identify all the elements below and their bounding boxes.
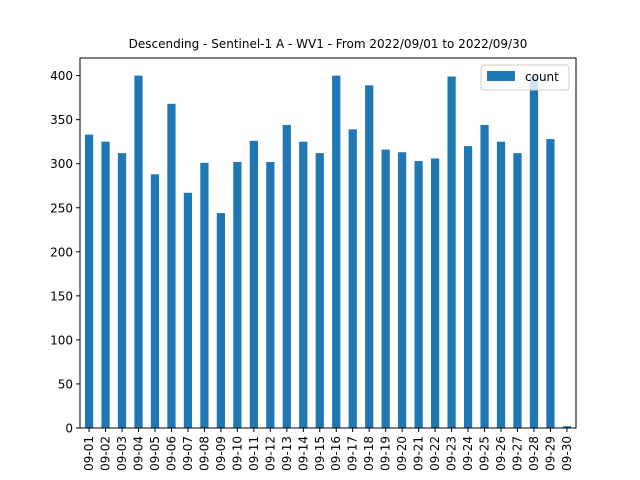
bar-09-01: [84, 134, 94, 428]
x-tick-label-09-14: 09-14: [296, 436, 310, 471]
x-tick-label-09-01: 09-01: [82, 436, 96, 471]
y-tick-label-350: 350: [50, 113, 73, 127]
y-tick-label-0: 0: [65, 422, 73, 436]
y-tick-label-250: 250: [50, 201, 73, 215]
x-tick-label-09-30: 09-30: [560, 436, 574, 471]
x-tick-label-09-15: 09-15: [313, 436, 327, 471]
x-tick-label-09-29: 09-29: [543, 436, 557, 471]
y-tick-label-150: 150: [50, 289, 73, 303]
bar-09-26: [496, 141, 506, 428]
x-tick-label-09-11: 09-11: [247, 436, 261, 471]
x-tick-label-09-25: 09-25: [478, 436, 492, 471]
y-tick-label-50: 50: [58, 377, 73, 391]
x-tick-label-09-24: 09-24: [461, 436, 475, 471]
x-axis: 09-01 09-02 09-03 09-04 09-05 09-06 09-07 09-08…: [82, 428, 574, 471]
x-tick-label-09-10: 09-10: [230, 436, 244, 471]
x-tick-label-09-21: 09-21: [412, 436, 426, 471]
bar-09-05: [150, 174, 160, 428]
x-tick-label-09-02: 09-02: [99, 436, 113, 471]
x-tick-label-09-13: 09-13: [280, 436, 294, 471]
bar-09-20: [398, 152, 407, 428]
bar-09-15: [315, 153, 324, 428]
x-tick-label-09-07: 09-07: [181, 436, 195, 471]
legend-label: count: [525, 70, 559, 84]
bar-09-03: [117, 153, 127, 428]
y-tick-label-200: 200: [50, 245, 73, 259]
bar-09-27: [513, 153, 522, 428]
x-tick-label-09-03: 09-03: [115, 436, 129, 471]
x-tick-label-09-27: 09-27: [511, 436, 525, 471]
x-tick-label-09-04: 09-04: [132, 436, 146, 471]
x-tick-label-09-26: 09-26: [494, 436, 508, 471]
x-tick-label-09-05: 09-05: [148, 436, 162, 471]
bars-group: [84, 75, 572, 429]
bar-09-19: [381, 149, 390, 428]
bar-09-08: [200, 162, 209, 428]
x-tick-label-09-28: 09-28: [527, 436, 541, 471]
bar-09-04: [134, 75, 143, 429]
bar-09-10: [233, 161, 242, 428]
bar-09-09: [216, 213, 226, 428]
y-tick-label-100: 100: [50, 333, 73, 347]
bar-09-25: [480, 124, 489, 428]
bar-09-21: [414, 161, 423, 428]
bar-09-07: [183, 192, 193, 428]
x-tick-label-09-20: 09-20: [395, 436, 409, 471]
legend-swatch: [487, 71, 515, 81]
x-tick-label-09-18: 09-18: [362, 436, 376, 471]
x-tick-label-09-12: 09-12: [263, 436, 277, 471]
plot-frame: [79, 57, 577, 429]
bar-09-17: [348, 129, 357, 429]
bar-09-16: [332, 75, 341, 429]
chart-title: Descending - Sentinel-1 A - WV1 - From 2…: [129, 37, 528, 51]
bar-09-22: [430, 158, 440, 428]
y-tick-label-400: 400: [50, 69, 73, 83]
bar-09-11: [249, 140, 258, 428]
bar-09-24: [463, 146, 473, 428]
bar-09-02: [101, 141, 110, 428]
bar-09-28: [529, 75, 539, 429]
y-tick-label-300: 300: [50, 157, 73, 171]
x-tick-label-09-06: 09-06: [164, 436, 178, 471]
x-tick-label-09-08: 09-08: [197, 436, 211, 471]
bar-09-23: [447, 76, 456, 428]
x-tick-label-09-17: 09-17: [346, 436, 360, 471]
x-tick-label-09-23: 09-23: [445, 436, 459, 471]
legend: count: [480, 64, 570, 91]
bar-09-12: [266, 161, 275, 428]
bar-09-06: [167, 103, 176, 428]
x-tick-label-09-16: 09-16: [329, 436, 343, 471]
bar-09-30: [562, 426, 572, 428]
bar-09-13: [282, 124, 291, 428]
y-axis: 0 50 100 150 200 250 300 350 400: [50, 69, 80, 436]
x-tick-label-09-19: 09-19: [379, 436, 393, 471]
x-tick-label-09-09: 09-09: [214, 436, 228, 471]
bar-09-18: [365, 85, 374, 428]
bar-09-14: [299, 141, 308, 428]
x-tick-label-09-22: 09-22: [428, 436, 442, 471]
bar-09-29: [546, 139, 555, 429]
